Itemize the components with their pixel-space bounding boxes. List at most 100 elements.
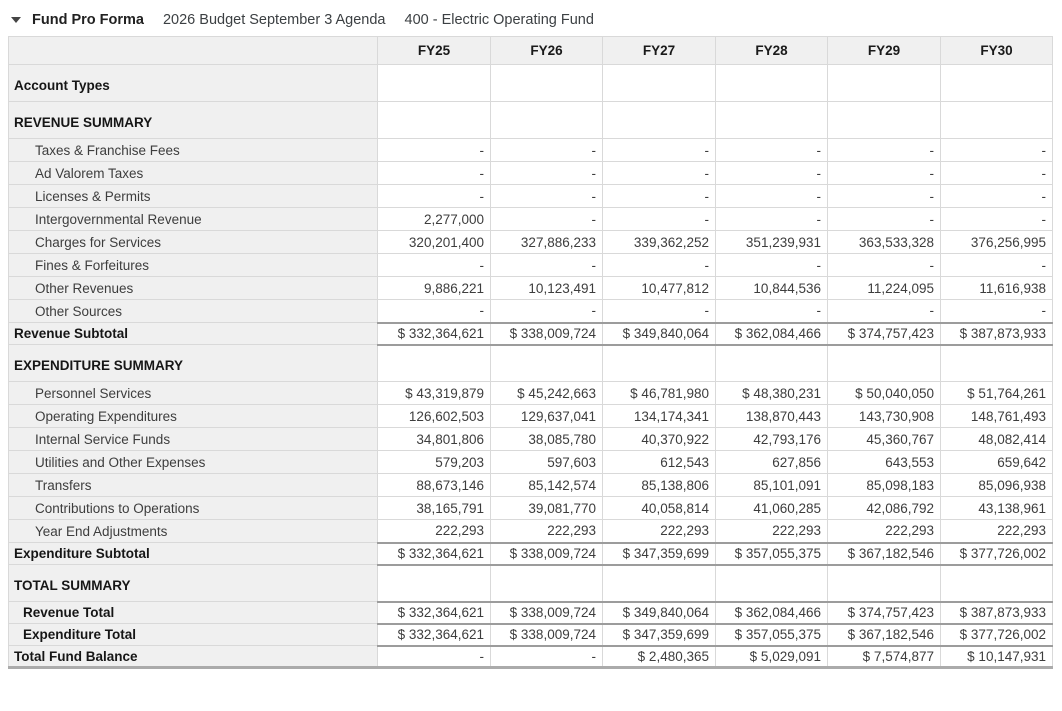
table-row: Fines & Forfeitures - - - - - - xyxy=(8,253,1053,277)
data-cell: $ 338,009,724 xyxy=(490,622,603,647)
data-cell: 10,477,812 xyxy=(602,276,716,300)
table-row: Year End Adjustments 222,293 222,293 222,29… xyxy=(8,519,1053,543)
data-cell: 597,603 xyxy=(490,450,603,474)
data-cell: - xyxy=(377,138,491,162)
table-row: Taxes & Franchise Fees - - - - - - xyxy=(8,138,1053,162)
data-cell xyxy=(490,344,603,382)
data-cell: - xyxy=(490,207,603,231)
row-label: Transfers xyxy=(8,473,378,497)
data-cell: $ 338,009,724 xyxy=(490,321,603,346)
data-cell: $ 51,764,261 xyxy=(940,381,1053,405)
column-header-row: FY25 FY26 FY27 FY28 FY29 FY30 xyxy=(8,36,1053,65)
data-cell: 138,870,443 xyxy=(715,404,828,428)
data-cell: 48,082,414 xyxy=(940,427,1053,451)
title-bar: Fund Pro Forma 2026 Budget September 3 A… xyxy=(0,0,1062,36)
data-cell: 222,293 xyxy=(602,519,716,543)
data-cell: $ 349,840,064 xyxy=(602,321,716,346)
data-cell: 85,101,091 xyxy=(715,473,828,497)
table-row: Revenue Total $ 332,364,621 $ 338,009,724 $… xyxy=(8,600,1053,625)
data-cell xyxy=(827,564,941,602)
data-cell: 320,201,400 xyxy=(377,230,491,254)
pro-forma-table: FY25 FY26 FY27 FY28 FY29 FY30 Account Ty… xyxy=(8,36,1053,669)
data-cell: $ 338,009,724 xyxy=(490,541,603,566)
data-cell: 10,844,536 xyxy=(715,276,828,300)
row-label: Intergovernmental Revenue xyxy=(8,207,378,231)
data-cell: 222,293 xyxy=(940,519,1053,543)
data-cell xyxy=(377,64,491,102)
data-cell: 43,138,961 xyxy=(940,496,1053,520)
data-cell: - xyxy=(827,161,941,185)
data-cell: - xyxy=(827,207,941,231)
data-cell xyxy=(827,101,941,139)
data-cell: - xyxy=(490,161,603,185)
table-row: Internal Service Funds 34,801,806 38,085,7… xyxy=(8,427,1053,451)
table-row: REVENUE SUMMARY xyxy=(8,101,1053,139)
row-label: Expenditure Total xyxy=(8,623,378,646)
corner-header xyxy=(8,36,378,65)
data-cell: $ 10,147,931 xyxy=(940,644,1053,669)
row-label: Account Types xyxy=(8,64,378,102)
row-label: EXPENDITURE SUMMARY xyxy=(8,344,378,382)
row-label: Total Fund Balance xyxy=(8,645,378,669)
data-cell: $ 362,084,466 xyxy=(715,600,828,625)
data-cell: - xyxy=(490,644,603,669)
fund-name: 400 - Electric Operating Fund xyxy=(404,11,594,28)
data-cell: 627,856 xyxy=(715,450,828,474)
row-label: TOTAL SUMMARY xyxy=(8,564,378,602)
data-cell: - xyxy=(940,184,1053,208)
data-cell: $ 48,380,231 xyxy=(715,381,828,405)
data-cell: 88,673,146 xyxy=(377,473,491,497)
data-cell: $ 362,084,466 xyxy=(715,321,828,346)
data-cell: - xyxy=(940,253,1053,277)
table-row: Personnel Services $ 43,319,879 $ 45,242,6… xyxy=(8,381,1053,405)
table-row: Intergovernmental Revenue 2,277,000- - - - - xyxy=(8,207,1053,231)
data-cell xyxy=(602,101,716,139)
table-row: Expenditure Subtotal $ 332,364,621 $ 338,0… xyxy=(8,541,1053,566)
data-cell: 45,360,767 xyxy=(827,427,941,451)
data-cell: - xyxy=(715,207,828,231)
data-cell xyxy=(827,64,941,102)
data-cell xyxy=(377,564,491,602)
data-cell: $ 347,359,699 xyxy=(602,541,716,566)
data-cell: $ 2,480,365 xyxy=(602,644,716,669)
data-cell xyxy=(490,101,603,139)
data-cell: $ 357,055,375 xyxy=(715,541,828,566)
table-row: Revenue Subtotal $ 332,364,621 $ 338,009,7… xyxy=(8,321,1053,346)
data-cell: 339,362,252 xyxy=(602,230,716,254)
row-label: Year End Adjustments xyxy=(8,519,378,543)
data-cell xyxy=(377,101,491,139)
column-header-fy26: FY26 xyxy=(490,36,603,65)
data-cell: $ 367,182,546 xyxy=(827,541,941,566)
table-row: Charges for Services 320,201,400 327,886,2… xyxy=(8,230,1053,254)
data-cell xyxy=(827,344,941,382)
data-cell xyxy=(602,64,716,102)
data-cell: $ 357,055,375 xyxy=(715,622,828,647)
data-cell: $ 43,319,879 xyxy=(377,381,491,405)
table-row: Operating Expenditures 126,602,503 129,637… xyxy=(8,404,1053,428)
column-header-fy28: FY28 xyxy=(715,36,828,65)
row-label: Taxes & Franchise Fees xyxy=(8,138,378,162)
data-cell: - xyxy=(490,184,603,208)
table-row: Ad Valorem Taxes - - - - - - xyxy=(8,161,1053,185)
table-row: EXPENDITURE SUMMARY xyxy=(8,344,1053,382)
table-row: Other Sources - - - - - - xyxy=(8,299,1053,323)
row-label: Other Revenues xyxy=(8,276,378,300)
data-cell: - xyxy=(940,207,1053,231)
column-header-fy27: FY27 xyxy=(602,36,716,65)
data-cell: - xyxy=(827,138,941,162)
data-cell: - xyxy=(940,138,1053,162)
row-label: Operating Expenditures xyxy=(8,404,378,428)
row-label: Contributions to Operations xyxy=(8,496,378,520)
data-cell: $ 7,574,877 xyxy=(827,644,941,669)
row-label: Revenue Total xyxy=(8,601,378,624)
table-row: Other Revenues 9,886,221 10,123,491 10,477,… xyxy=(8,276,1053,300)
data-cell: $ 347,359,699 xyxy=(602,622,716,647)
row-label: Expenditure Subtotal xyxy=(8,542,378,565)
data-cell: $ 332,364,621 xyxy=(377,600,491,625)
table-row: Utilities and Other Expenses 579,203 597,6… xyxy=(8,450,1053,474)
data-cell: - xyxy=(377,253,491,277)
page-title: Fund Pro Forma xyxy=(32,11,144,28)
table-row: Transfers 88,673,146 85,142,574 85,138,806 8… xyxy=(8,473,1053,497)
data-cell: 2,277,000 xyxy=(377,207,491,231)
collapse-triangle-icon[interactable] xyxy=(11,16,21,23)
